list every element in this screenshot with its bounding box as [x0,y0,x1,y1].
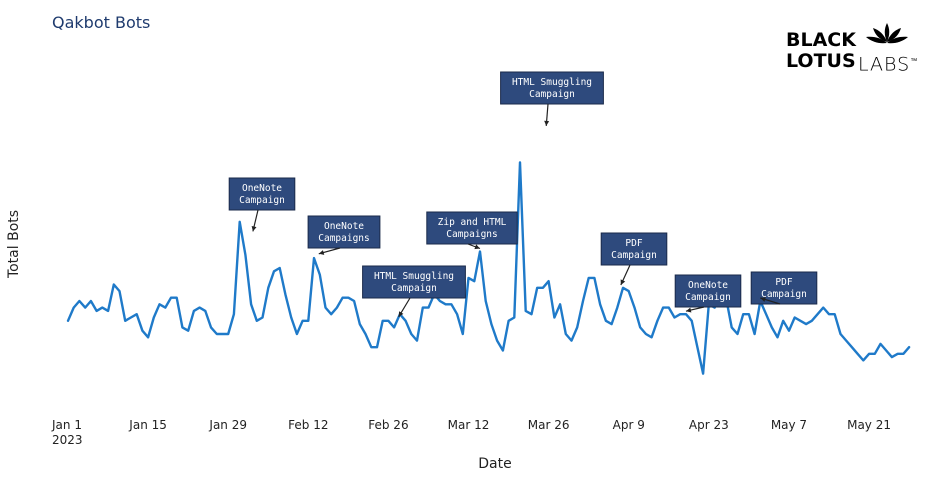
annotation-box [600,232,668,266]
annotation-text: Campaign [239,195,285,206]
annotation-text: Zip and HTML [438,217,507,228]
annotation-text: Campaign [529,89,575,100]
annotation-text: Campaign [761,289,807,300]
logo-word-labs: LABS™ [858,53,919,76]
annotation-text: HTML Smuggling [512,77,592,88]
annotation-arrowhead [685,307,692,313]
annotation-arrowhead [318,250,325,255]
annotation-text: PDF [625,238,642,249]
x-tick-label: May 7 [771,418,807,432]
chart-title: Qakbot Bots [52,13,151,32]
annotation-box [362,265,466,299]
annotation-box [674,274,742,308]
annotation-box [500,71,604,105]
annotation-text: Campaign [391,283,437,294]
annotation-arrowhead [620,279,626,286]
annotation-text: PDF [775,277,792,288]
x-tick-label: Apr 9 [613,418,645,432]
lotus-flower-icon [866,23,908,44]
x-tick-label: Feb 12 [288,418,328,432]
annotation-text: Campaign [611,250,657,261]
annotation-text: OneNote [324,221,364,232]
annotation-text: HTML Smuggling [374,271,454,282]
annotation-arrowhead [251,225,257,232]
annotation-text: Campaign [685,292,731,303]
x-tick-sublabel: 2023 [52,433,83,447]
logo-word-black: BLACK [786,29,856,51]
x-tick-label: May 21 [847,418,891,432]
x-tick-label: Jan 1 [51,418,82,432]
annotation-box [307,215,381,249]
x-tick-label: Jan 29 [208,418,247,432]
annotation-box [426,211,518,245]
series-line [66,161,911,375]
annotation-text: Campaigns [318,233,369,244]
x-tick-label: Apr 23 [689,418,729,432]
black-lotus-labs-logo: BLACK LOTUS LABS™ [786,22,926,76]
y-axis-label: Total Bots [6,209,22,279]
x-tick-label: Jan 15 [128,418,167,432]
x-axis-label: Date [478,456,512,472]
logo-word-lotus: LOTUS [786,50,856,72]
annotation-text: OneNote [688,280,728,291]
annotation-box [228,177,296,211]
annotation-arrowhead [474,244,480,250]
annotation-arrowhead [760,297,766,302]
x-tick-label: Mar 12 [448,418,490,432]
annotation-arrowhead [398,311,404,317]
annotation-text: OneNote [242,183,282,194]
x-tick-label: Mar 26 [528,418,570,432]
annotation-text: Campaigns [446,229,497,240]
x-tick-label: Feb 26 [368,418,408,432]
annotation-arrowhead [544,120,550,126]
